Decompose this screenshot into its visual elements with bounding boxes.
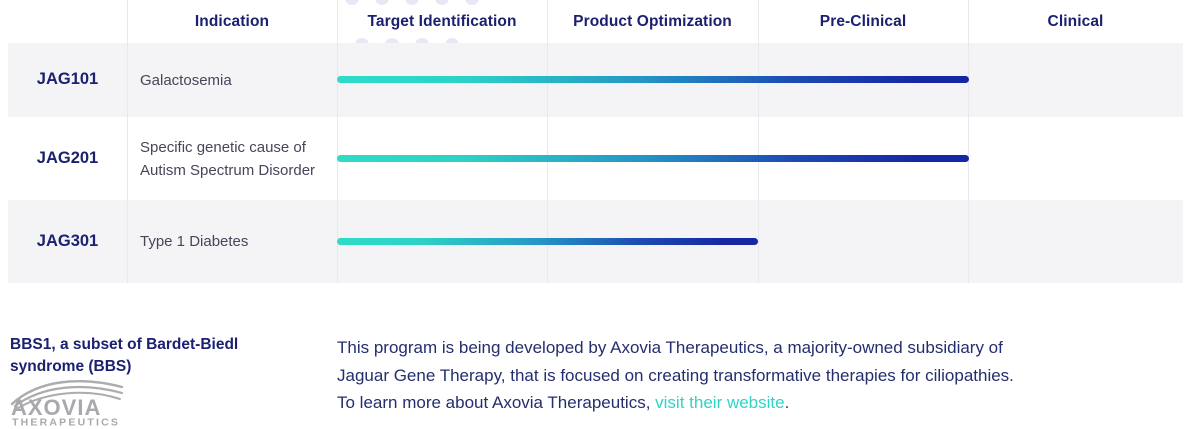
about-line: Jaguar Gene Therapy, that is focused on …: [337, 365, 1014, 385]
column-header-indication: Indication: [194, 12, 270, 30]
progress-bar: [337, 238, 758, 245]
column-header-pre-clinical: Pre-Clinical: [819, 12, 907, 30]
indication-text: Type 1 Diabetes: [140, 233, 249, 250]
column-divider: [968, 0, 969, 283]
progress-bar: [337, 155, 969, 162]
program-id: JAG101: [36, 70, 99, 88]
logo-arcs-icon: AXOVIA THERAPEUTICS: [10, 379, 124, 427]
footnote-heading: BBS1, a subset of Bardet-Biedl syndrome …: [10, 334, 330, 377]
column-divider: [127, 0, 128, 283]
about-paragraph: This program is being developed by Axovi…: [337, 334, 1197, 417]
indication-cell: Galactosemia: [140, 43, 345, 117]
decorative-dot: [345, 0, 359, 5]
decorative-dot: [405, 0, 419, 5]
about-line: To learn more about Axovia Therapeutics,…: [337, 389, 1197, 417]
indication-cell: Type 1 Diabetes: [140, 200, 345, 283]
decorative-dot: [435, 0, 449, 5]
column-divider: [547, 0, 548, 283]
indication-cell: Specific genetic cause of Autism Spectru…: [140, 117, 345, 200]
visit-website-link[interactable]: visit their website: [655, 393, 785, 412]
column-header-target-identification: Target Identification: [367, 12, 517, 30]
logo-subtext: THERAPEUTICS: [12, 417, 120, 427]
column-divider: [758, 0, 759, 283]
progress-bar: [337, 76, 969, 83]
axovia-logo: AXOVIA THERAPEUTICS: [8, 374, 126, 426]
about-line-prefix: To learn more about Axovia Therapeutics,: [337, 393, 656, 412]
indication-text: Galactosemia: [140, 71, 232, 89]
column-divider: [337, 0, 338, 283]
column-header-clinical: Clinical: [1047, 12, 1104, 30]
decorative-dot: [375, 0, 389, 5]
about-line: This program is being developed by Axovi…: [337, 338, 1003, 357]
decorative-dot: [465, 0, 479, 5]
indication-text: Specific genetic cause of: [140, 138, 306, 156]
program-id: JAG301: [36, 232, 99, 250]
program-id: JAG201: [36, 149, 99, 167]
column-header-product-optimization: Product Optimization: [573, 12, 732, 30]
footnote-heading-line: BBS1, a subset of Bardet-Biedl: [10, 336, 239, 353]
sentence-period: .: [784, 393, 790, 412]
footnote-heading-line: syndrome (BBS): [10, 357, 132, 375]
indication-text: Autism Spectrum Disorder: [140, 161, 316, 179]
logo-brand-text: AXOVIA: [11, 395, 101, 420]
